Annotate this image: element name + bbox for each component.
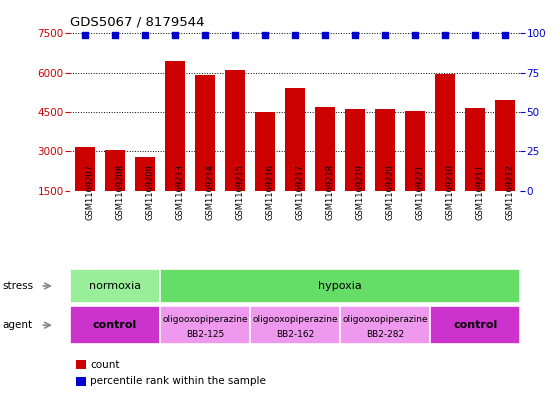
Point bbox=[471, 32, 480, 38]
Bar bbox=[340, 306, 430, 344]
Text: GSM1169209: GSM1169209 bbox=[145, 164, 154, 220]
Point bbox=[291, 32, 300, 38]
Text: oligooxopiperazine: oligooxopiperazine bbox=[162, 314, 248, 323]
Bar bbox=[255, 112, 275, 230]
Text: BB2-125: BB2-125 bbox=[186, 330, 224, 339]
Text: oligooxopiperazine: oligooxopiperazine bbox=[253, 314, 338, 323]
Point bbox=[410, 32, 419, 38]
Text: GSM1169214: GSM1169214 bbox=[205, 164, 214, 220]
Bar bbox=[160, 306, 250, 344]
Point bbox=[441, 32, 450, 38]
Point bbox=[200, 32, 209, 38]
Point bbox=[81, 32, 90, 38]
Bar bbox=[165, 61, 185, 230]
Bar bbox=[405, 111, 425, 230]
Bar bbox=[375, 109, 395, 230]
Text: stress: stress bbox=[3, 281, 34, 291]
Point bbox=[141, 32, 150, 38]
Point bbox=[381, 32, 390, 38]
Point bbox=[231, 32, 240, 38]
Bar bbox=[160, 269, 520, 303]
Text: GSM1169212: GSM1169212 bbox=[505, 164, 514, 220]
Point bbox=[501, 32, 510, 38]
Bar bbox=[75, 147, 95, 230]
Bar bbox=[195, 75, 215, 230]
Text: GSM1169210: GSM1169210 bbox=[445, 164, 454, 220]
Text: GSM1169221: GSM1169221 bbox=[415, 164, 424, 220]
Point bbox=[260, 32, 269, 38]
Point bbox=[171, 32, 180, 38]
Text: normoxia: normoxia bbox=[89, 281, 141, 291]
Bar bbox=[346, 109, 365, 230]
Text: count: count bbox=[90, 360, 120, 370]
Text: GSM1169215: GSM1169215 bbox=[235, 164, 244, 220]
Text: GSM1169218: GSM1169218 bbox=[325, 164, 334, 220]
Text: oligooxopiperazine: oligooxopiperazine bbox=[342, 314, 428, 323]
Text: GSM1169216: GSM1169216 bbox=[265, 164, 274, 220]
Bar bbox=[105, 150, 125, 230]
Bar bbox=[225, 70, 245, 230]
Text: GSM1169217: GSM1169217 bbox=[295, 164, 304, 220]
Bar bbox=[496, 100, 515, 230]
Bar bbox=[70, 306, 160, 344]
Text: hypoxia: hypoxia bbox=[318, 281, 362, 291]
Text: BB2-162: BB2-162 bbox=[276, 330, 314, 339]
Text: GSM1169220: GSM1169220 bbox=[385, 164, 394, 220]
Bar bbox=[250, 306, 340, 344]
Text: GSM1169211: GSM1169211 bbox=[475, 164, 484, 220]
Text: control: control bbox=[93, 320, 137, 330]
Bar bbox=[315, 107, 335, 230]
Text: control: control bbox=[453, 320, 497, 330]
Point bbox=[321, 32, 330, 38]
Text: agent: agent bbox=[3, 320, 33, 330]
Text: GSM1169213: GSM1169213 bbox=[175, 164, 184, 220]
Text: GSM1169207: GSM1169207 bbox=[85, 164, 94, 220]
Bar bbox=[70, 269, 160, 303]
Point bbox=[351, 32, 360, 38]
Bar bbox=[286, 88, 305, 230]
Text: GSM1169219: GSM1169219 bbox=[355, 164, 364, 220]
Bar bbox=[465, 108, 485, 230]
Bar bbox=[436, 74, 455, 230]
Point bbox=[110, 32, 119, 38]
Bar bbox=[136, 156, 155, 230]
Text: percentile rank within the sample: percentile rank within the sample bbox=[90, 376, 266, 386]
Bar bbox=[430, 306, 520, 344]
Text: GSM1169208: GSM1169208 bbox=[115, 164, 124, 220]
Text: BB2-282: BB2-282 bbox=[366, 330, 404, 339]
Text: GDS5067 / 8179544: GDS5067 / 8179544 bbox=[70, 16, 204, 29]
